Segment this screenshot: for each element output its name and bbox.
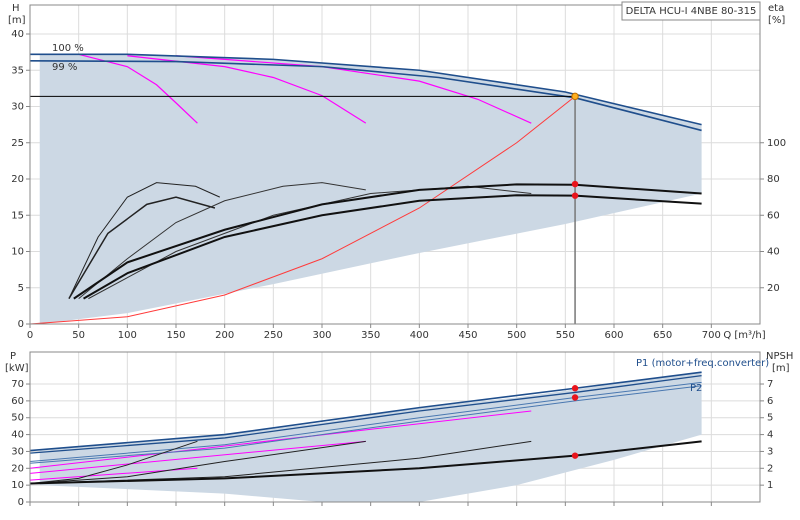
y2-tick-label: 20 (767, 283, 780, 294)
y-tick-label: 10 (11, 480, 24, 491)
curve (127, 55, 367, 124)
curve (78, 182, 366, 300)
x-tick-label: 500 (507, 330, 526, 341)
y-tick-label: 15 (11, 210, 24, 221)
y2-tick-label: 1 (767, 480, 773, 491)
curve (29, 385, 702, 464)
x-tick-label: 700 (702, 330, 721, 341)
curve (73, 183, 702, 300)
curve (29, 381, 702, 463)
curve (29, 440, 702, 485)
curve (68, 196, 216, 300)
x-tick-label: 100 (118, 330, 137, 341)
y2-tick-label: 3 (767, 446, 773, 457)
curve (29, 410, 532, 469)
y-tick-label: 5 (18, 283, 24, 294)
x-tick-label: 300 (312, 330, 331, 341)
y-tick-label: 25 (11, 138, 24, 149)
curve (29, 371, 702, 452)
x-tick-label: 200 (215, 330, 234, 341)
plot-frame (29, 351, 761, 503)
operating-point (571, 180, 579, 188)
x-tick-label: 350 (361, 330, 380, 341)
x-tick-label: 600 (604, 330, 623, 341)
curve (68, 182, 221, 299)
y2-axis-label: eta (768, 3, 784, 14)
plot-frame (29, 4, 761, 325)
y2-axis-unit: [m] (772, 363, 790, 374)
y2-tick-label: 4 (767, 430, 773, 441)
title-box (621, 1, 761, 21)
y2-tick-label: 80 (767, 174, 780, 185)
curve (29, 60, 702, 132)
chart-title: DELTA HCU-I 4NBE 80-315 (626, 6, 757, 17)
x-axis-label: Q [m³/h] (723, 330, 765, 341)
y2-tick-label: 6 (767, 396, 773, 407)
y2-tick-label: 2 (767, 463, 773, 474)
curve (29, 374, 702, 454)
y-tick-label: 60 (11, 396, 24, 407)
x-tick-label: 550 (556, 330, 575, 341)
y-tick-label: 0 (18, 319, 24, 330)
y-axis-unit: [m] (8, 15, 26, 26)
y-tick-label: 30 (11, 446, 24, 457)
x-tick-label: 450 (458, 330, 477, 341)
x-tick-label: 400 (410, 330, 429, 341)
y-tick-label: 40 (11, 29, 24, 40)
curve (175, 55, 532, 124)
y-axis-unit: [kW] (5, 363, 29, 374)
operating-point (571, 192, 579, 199)
x-tick-label: 650 (653, 330, 672, 341)
y2-tick-label: 40 (767, 247, 780, 258)
y-tick-label: 20 (11, 174, 24, 185)
x-tick-label: 250 (264, 330, 283, 341)
curve-label: 100 % (52, 43, 84, 54)
y2-tick-label: 5 (767, 413, 773, 424)
curve (29, 440, 366, 474)
y2-axis-unit: [%] (768, 15, 785, 26)
y2-tick-label: 100 (767, 138, 786, 149)
y-tick-label: 35 (11, 65, 24, 76)
curve (30, 53, 702, 126)
x-tick-label: 50 (72, 330, 85, 341)
range-area (39, 372, 702, 502)
curve (83, 194, 702, 300)
y-tick-label: 40 (11, 430, 24, 441)
y2-tick-label: 60 (767, 210, 780, 221)
curve-label: P1 (motor+freq.converter) (636, 358, 769, 369)
y-axis-label: P (10, 351, 16, 362)
x-tick-label: 0 (27, 330, 33, 341)
range-area (39, 54, 702, 325)
y-tick-label: 30 (11, 102, 24, 113)
curve (29, 95, 576, 325)
curve (78, 53, 198, 124)
y-tick-label: 50 (11, 413, 24, 424)
y2-tick-label: 7 (767, 379, 773, 390)
operating-point (571, 385, 579, 392)
curve (29, 440, 198, 484)
curve-label: P2 (690, 383, 702, 394)
operating-point (571, 92, 579, 101)
y-tick-label: 10 (11, 247, 24, 258)
curve (29, 440, 366, 484)
y2-axis-label: NPSH (766, 351, 793, 362)
curve-label: 99 % (52, 62, 77, 73)
y-tick-label: 0 (18, 497, 24, 508)
y-tick-label: 70 (11, 379, 24, 390)
y-axis-label: H (12, 3, 20, 14)
y-tick-label: 20 (11, 463, 24, 474)
operating-point (571, 452, 579, 459)
x-tick-label: 150 (166, 330, 185, 341)
operating-point (571, 394, 579, 401)
